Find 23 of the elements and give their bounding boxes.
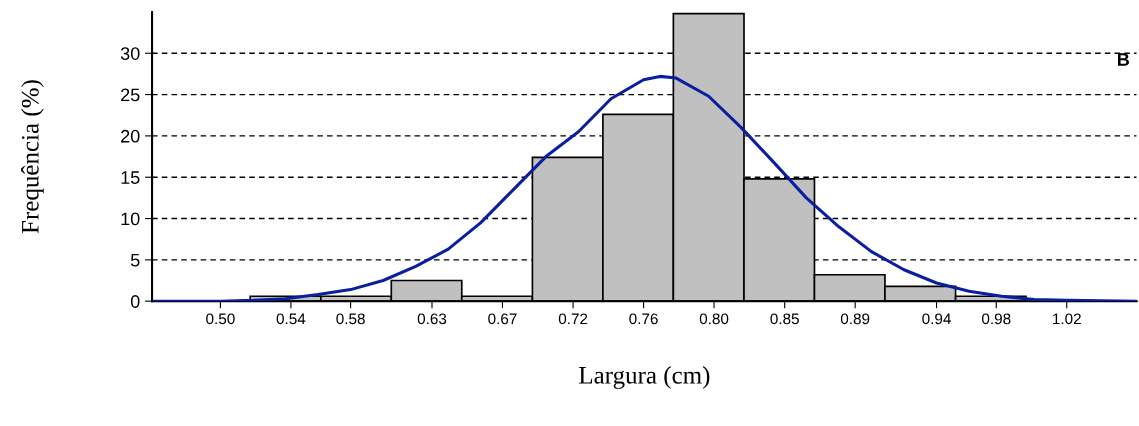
y-tick-label: 15 [121,171,140,184]
x-tick-label: 0.50 [206,313,235,325]
x-axis-title: Largura (cm) [579,366,710,389]
y-tick-label: 5 [130,253,140,267]
x-tick-label: 0.85 [770,313,799,325]
annotation: B [1118,53,1130,66]
x-tick-label: 0.76 [629,313,658,325]
y-tick-label: 20 [121,129,140,143]
y-tick-label: 30 [120,47,140,60]
x-tick-label: 0.58 [336,313,365,325]
y-tick-label: 10 [121,212,140,226]
x-tick-label: 0.94 [922,313,951,325]
y-axis-title: Frequência (%) [21,80,44,234]
x-tick-label: 0.63 [417,313,447,325]
x-tick-label: 0.89 [840,313,870,325]
y-tick-label: 0 [130,295,140,308]
x-tick-label: 0.67 [488,313,517,325]
x-tick-label: 0.72 [558,313,588,325]
x-tick-label: 0.98 [982,313,1011,325]
x-tick-label: 0.80 [699,313,729,325]
y-tick-label: 25 [121,88,140,102]
x-tick-label: 1.02 [1053,313,1081,325]
x-tick-label: 0.54 [276,313,306,325]
